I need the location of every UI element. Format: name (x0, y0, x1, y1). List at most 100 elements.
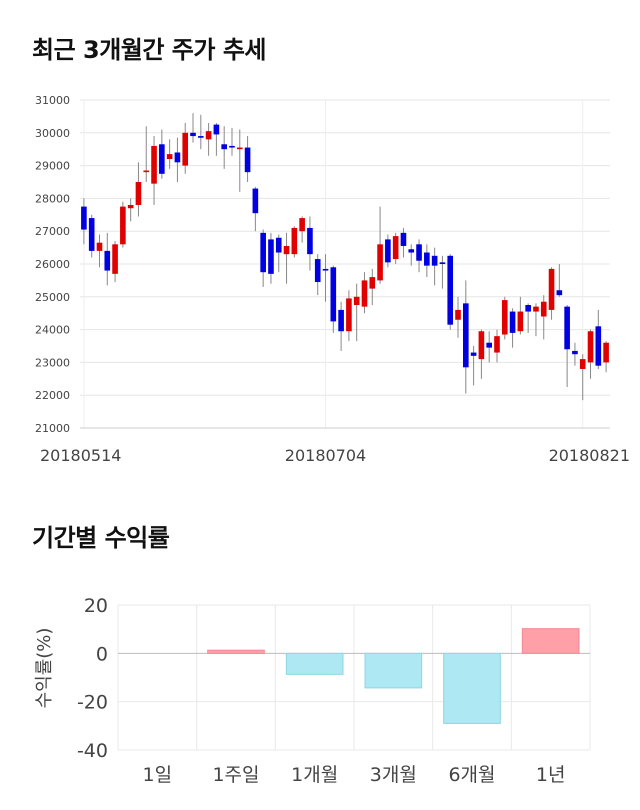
candle-body-down (213, 124, 220, 135)
candle-body-up (361, 280, 368, 307)
candle (517, 296, 524, 335)
candle (447, 254, 454, 330)
candle-body-down (174, 152, 181, 163)
candle (275, 234, 282, 273)
candle (314, 254, 321, 296)
candle (533, 303, 539, 337)
candle (501, 296, 508, 340)
candle-body-up (283, 245, 290, 255)
candle-body-up (205, 131, 212, 140)
candle (564, 305, 570, 387)
returns-bar (521, 628, 580, 654)
candle (104, 232, 111, 286)
candle-body-down (447, 255, 454, 325)
candle-body-up (182, 132, 189, 166)
candle (112, 241, 118, 283)
returns-y-tick-label: -20 (77, 692, 108, 714)
candle-body-down (104, 250, 111, 271)
candle (369, 268, 376, 305)
candlestick-chart: 31000 30000 29000 28000 27000 26000 25000 24000… (35, 94, 630, 465)
candle-body-up (166, 154, 173, 160)
candle (182, 122, 189, 174)
candle-body-down (330, 267, 337, 322)
candle-body-up (494, 336, 500, 353)
candle (307, 216, 313, 271)
price-y-tick-label: 23000 (35, 356, 70, 369)
candle (478, 329, 485, 379)
candle (556, 264, 563, 297)
candle (525, 303, 531, 333)
returns-bar-chart: 20 0 -20 -40 1일 1주일 1개월 3개월 6개월 1년 수익률(%) (34, 595, 591, 786)
candle (463, 280, 469, 394)
candle (603, 341, 609, 373)
candle-body-up (533, 306, 539, 312)
candle (572, 342, 578, 366)
returns-x-tick-label: 3개월 (370, 764, 417, 786)
candle-body-down (416, 244, 422, 261)
price-y-tick-label: 22000 (35, 389, 70, 402)
candle (400, 227, 407, 258)
candle-body-up (455, 309, 461, 320)
candle (455, 296, 461, 338)
returns-bar (443, 652, 501, 724)
candle-body-up (236, 147, 243, 150)
candle-body-down (509, 311, 516, 333)
candle (166, 139, 173, 169)
candle (143, 126, 150, 182)
returns-y-tick-label: 0 (96, 643, 108, 665)
candle (236, 129, 243, 192)
candle-body-up (478, 331, 485, 360)
candle (509, 308, 516, 348)
returns-y-tick-label: -40 (77, 740, 108, 762)
candle-body-up (579, 359, 586, 369)
candle (268, 232, 274, 284)
candle-body-up (291, 227, 298, 255)
candle-body-down (275, 237, 282, 253)
returns-x-tick-label: 1년 (536, 764, 566, 786)
candle-body-down (322, 268, 329, 271)
price-y-tick-label: 25000 (35, 291, 70, 304)
candle-body-down (198, 136, 204, 138)
candle-body-down (439, 262, 446, 264)
candle-body-up (299, 218, 305, 232)
returns-x-tick-label: 1주일 (212, 764, 259, 786)
candle-body-down (408, 249, 415, 253)
price-x-tick-label: 20180821 (549, 446, 630, 465)
candle-body-up (346, 298, 352, 332)
candle-body-down (400, 232, 407, 246)
candle-body-up (96, 242, 103, 251)
candle (346, 290, 352, 342)
candle (431, 247, 438, 286)
candle-body-down (431, 255, 438, 266)
price-trend-title: 최근 3개월간 주가 추세 (32, 36, 267, 64)
price-x-tick-label: 20180704 (285, 446, 366, 465)
period-returns-title: 기간별 수익률 (32, 524, 170, 552)
price-y-tick-label: 29000 (35, 160, 70, 173)
candle (408, 244, 415, 266)
candle-body-down (159, 144, 165, 174)
candle-body-down (190, 132, 196, 137)
candle (96, 234, 103, 268)
candle (127, 198, 134, 222)
candle (291, 226, 298, 258)
price-x-tick-label: 20180514 (40, 446, 121, 465)
candle-body-down (221, 144, 227, 150)
candle-body-up (540, 301, 547, 317)
returns-bar (207, 649, 265, 654)
candle-body-up (112, 244, 118, 274)
candle (587, 329, 594, 379)
price-y-tick-label: 30000 (35, 127, 70, 140)
candle (424, 244, 430, 278)
price-y-tick-label: 31000 (35, 94, 70, 107)
candle-body-down (424, 252, 430, 266)
candle (416, 239, 422, 273)
candle (213, 122, 220, 156)
price-y-tick-label: 24000 (35, 324, 70, 337)
candle (88, 214, 95, 258)
candle-body-down (338, 309, 344, 332)
candle-body-up (501, 300, 508, 335)
candle-body-down (314, 259, 321, 283)
candle (190, 113, 196, 143)
candle (595, 309, 602, 369)
candle (470, 346, 477, 386)
